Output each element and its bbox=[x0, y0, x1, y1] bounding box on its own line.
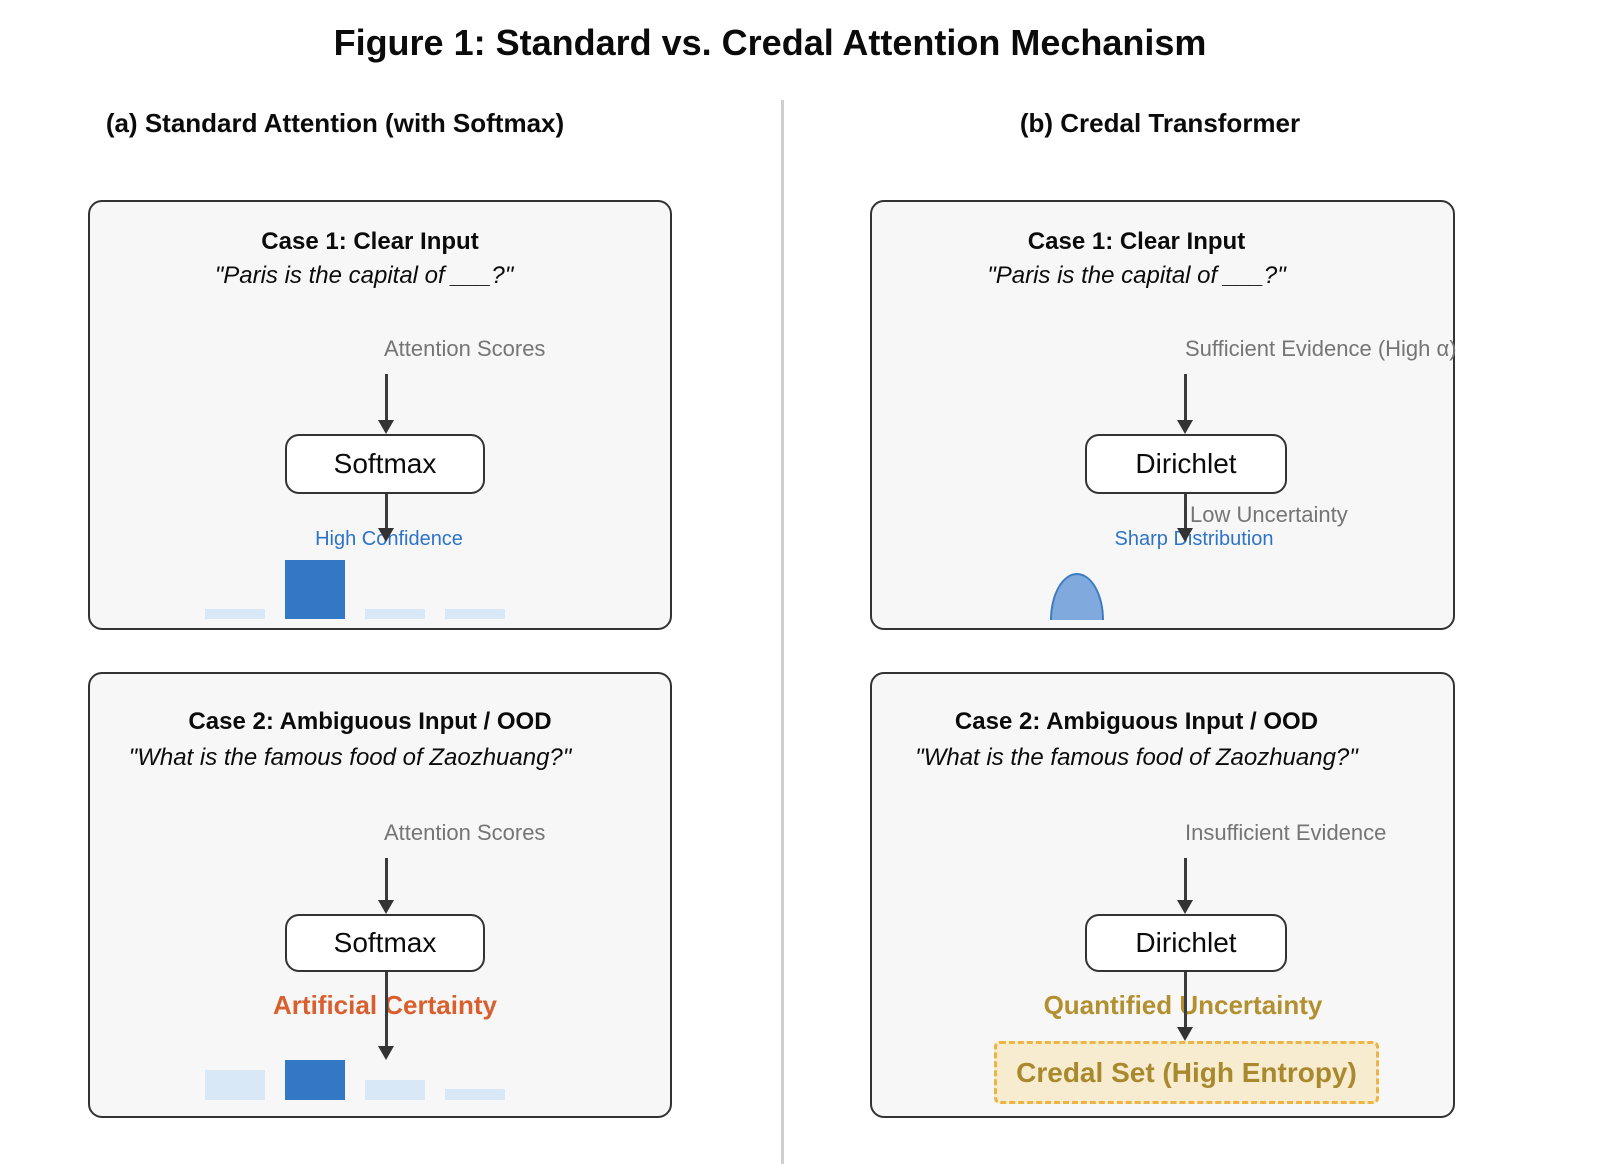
panel-credal-case1: Case 1: Clear Input "Paris is the capita… bbox=[870, 200, 1457, 630]
panel-standard-case2: Case 2: Ambiguous Input / OOD "What is t… bbox=[88, 672, 672, 1118]
case-title: Case 2: Ambiguous Input / OOD bbox=[188, 708, 552, 735]
dirichlet-node-label: Dirichlet bbox=[1135, 448, 1237, 479]
edge-label-sufficient-evidence: Sufficient Evidence (High α) bbox=[1185, 336, 1457, 361]
attention-bar-dark bbox=[285, 1060, 345, 1100]
case-title: Case 2: Ambiguous Input / OOD bbox=[954, 708, 1319, 735]
edge-label-low-uncertainty: Low Uncertainty bbox=[1190, 502, 1348, 527]
arrow-line bbox=[385, 374, 388, 420]
attention-bar-light bbox=[365, 609, 425, 619]
attention-bar-chart bbox=[205, 1060, 505, 1100]
arrow-line bbox=[385, 972, 388, 1046]
column-header-standard: (a) Standard Attention (with Softmax) bbox=[105, 108, 565, 138]
attention-bar-dark bbox=[285, 560, 345, 619]
attention-bar-chart bbox=[205, 560, 505, 619]
arrow-head-icon bbox=[378, 528, 394, 542]
arrow-head-icon bbox=[1177, 420, 1193, 434]
figure-title: Figure 1: Standard vs. Credal Attention … bbox=[333, 22, 1207, 63]
panel-credal-case2: Case 2: Ambiguous Input / OOD "What is t… bbox=[870, 672, 1455, 1118]
column-header-credal: (b) Credal Transformer bbox=[1019, 108, 1301, 138]
credal-set-box: Credal Set (High Entropy) bbox=[994, 1041, 1379, 1104]
softmax-node: Softmax bbox=[285, 434, 485, 494]
input-quote: "Paris is the capital of ___?" bbox=[214, 262, 514, 289]
arrow-line bbox=[1184, 494, 1187, 528]
arrow-head-icon bbox=[378, 1046, 394, 1060]
input-quote: "What is the famous food of Zaozhuang?" bbox=[128, 744, 572, 771]
arrow-line bbox=[1184, 858, 1187, 900]
softmax-node: Softmax bbox=[285, 914, 485, 972]
column-divider bbox=[781, 100, 784, 1164]
sharp-distribution-curve bbox=[1050, 573, 1104, 620]
panel-standard-case1: Case 1: Clear Input "Paris is the capita… bbox=[88, 200, 672, 630]
edge-label-attention-scores: Attention Scores bbox=[384, 820, 546, 845]
arrow-line bbox=[1184, 374, 1187, 420]
attention-bar-light bbox=[205, 1070, 265, 1100]
warning-label-quantified-uncertainty: Quantified Uncertainty bbox=[1043, 990, 1323, 1020]
credal-set-label: Credal Set (High Entropy) bbox=[1016, 1056, 1357, 1088]
input-quote: "What is the famous food of Zaozhuang?" bbox=[915, 744, 1358, 771]
dirichlet-node: Dirichlet bbox=[1085, 914, 1287, 972]
input-quote: "Paris is the capital of ___?" bbox=[987, 262, 1286, 289]
arrow-line bbox=[1184, 972, 1187, 1027]
softmax-node-label: Softmax bbox=[333, 448, 437, 479]
attention-bar-light bbox=[365, 1080, 425, 1100]
edge-label-attention-scores: Attention Scores bbox=[384, 336, 546, 361]
attention-bar-light bbox=[445, 609, 505, 619]
arrow-head-icon bbox=[378, 420, 394, 434]
arrow-head-icon bbox=[1177, 1027, 1193, 1041]
case-title: Case 1: Clear Input bbox=[1027, 228, 1246, 255]
arrow-head-icon bbox=[1177, 528, 1193, 542]
dirichlet-node-label: Dirichlet bbox=[1135, 927, 1237, 958]
dirichlet-node: Dirichlet bbox=[1085, 434, 1287, 494]
output-label-sharp-distribution: Sharp Distribution bbox=[1114, 528, 1274, 550]
arrow-head-icon bbox=[378, 900, 394, 914]
attention-bar-light bbox=[205, 609, 265, 619]
attention-bar-light bbox=[445, 1089, 505, 1100]
edge-label-insufficient-evidence: Insufficient Evidence bbox=[1185, 820, 1387, 845]
warning-label-artificial-certainty: Artificial Certainty bbox=[273, 990, 497, 1020]
case-title: Case 1: Clear Input bbox=[261, 228, 479, 255]
softmax-node-label: Softmax bbox=[333, 927, 437, 958]
arrow-line bbox=[385, 858, 388, 900]
arrow-line bbox=[385, 494, 388, 528]
arrow-head-icon bbox=[1177, 900, 1193, 914]
